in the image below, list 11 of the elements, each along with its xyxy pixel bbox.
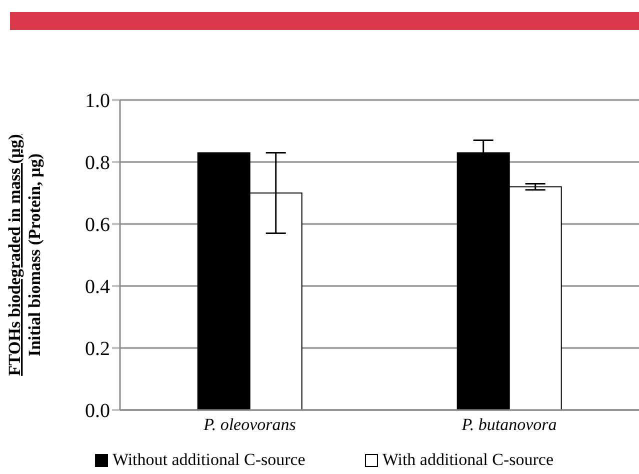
y-tick-label: 0.4 — [85, 276, 110, 298]
legend-label: Without additional C-source — [112, 450, 306, 470]
y-axis-title: FTOHs biodegraded in mass (µg) Initial biomass (Protein, µg) — [5, 134, 44, 376]
x-tick-label: P. butanovora — [460, 415, 557, 434]
y-tick-label: 0.2 — [85, 338, 110, 360]
y-tick-label: 0.0 — [85, 400, 110, 422]
x-tick-label: P. oleovorans — [202, 415, 296, 434]
y-tick-label: 0.6 — [85, 214, 110, 236]
y-tick-label: 1.0 — [85, 90, 110, 112]
legend-label: With additional C-source — [382, 450, 554, 470]
y-tick-label: 0.8 — [85, 152, 110, 174]
